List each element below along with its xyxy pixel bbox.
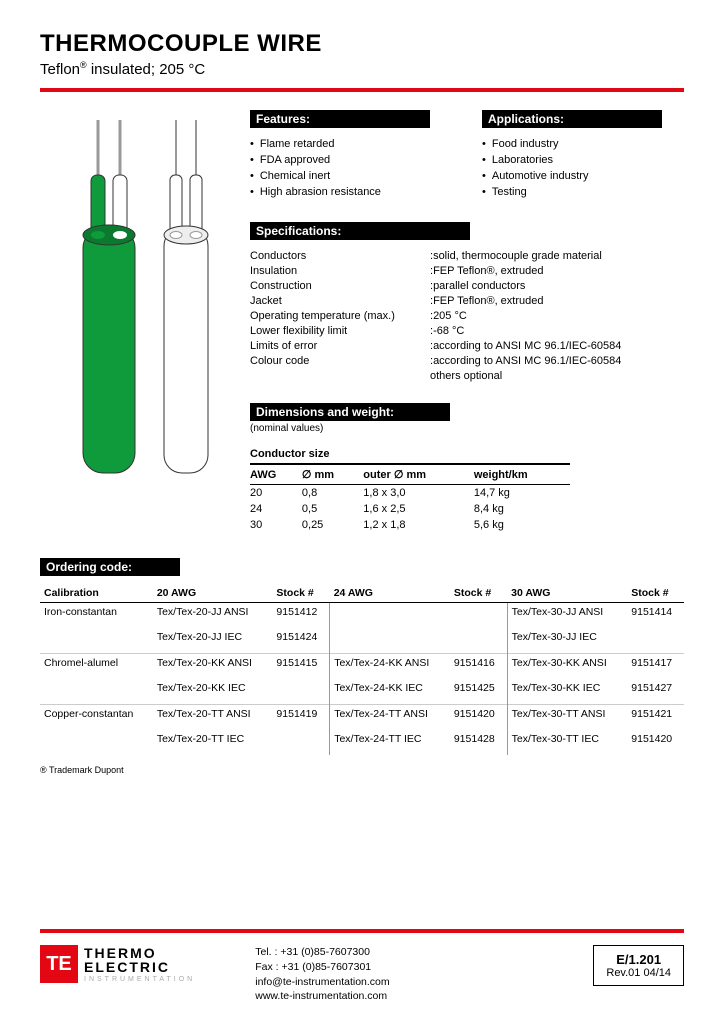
product-illustration: [40, 110, 250, 533]
contact-info: Tel. : +31 (0)85-7607300 Fax : +31 (0)85…: [255, 945, 389, 1004]
page-footer: TE THERMO ELECTRIC INSTRUMENTATION Tel. …: [0, 929, 724, 1024]
dimensions-table: Conductor size AWG∅ mm outer ∅ mmweight/…: [250, 442, 570, 533]
trademark-note: ® Trademark Dupont: [40, 765, 684, 775]
document-number: E/1.201 Rev.01 04/14: [593, 945, 684, 986]
features-list: Flame retarded FDA approved Chemical ine…: [250, 138, 452, 198]
features-header: Features:: [250, 110, 430, 128]
dimensions-header: Dimensions and weight:: [250, 403, 450, 421]
page-subtitle: Teflon® insulated; 205 °C: [40, 60, 684, 78]
specs-header: Specifications:: [250, 222, 470, 240]
dimensions-note: (nominal values): [250, 423, 684, 434]
applications-list: Food industry Laboratories Automotive in…: [482, 138, 684, 198]
page-title: THERMOCOUPLE WIRE: [40, 30, 684, 58]
applications-header: Applications:: [482, 110, 662, 128]
ordering-header: Ordering code:: [40, 558, 180, 576]
specs-list: Conductorssolid, thermocouple grade mate…: [250, 250, 684, 382]
ordering-table: Calibration 20 AWGStock # 24 AWGStock # …: [40, 584, 684, 755]
divider: [40, 88, 684, 92]
company-logo: TE THERMO ELECTRIC INSTRUMENTATION: [40, 945, 195, 983]
